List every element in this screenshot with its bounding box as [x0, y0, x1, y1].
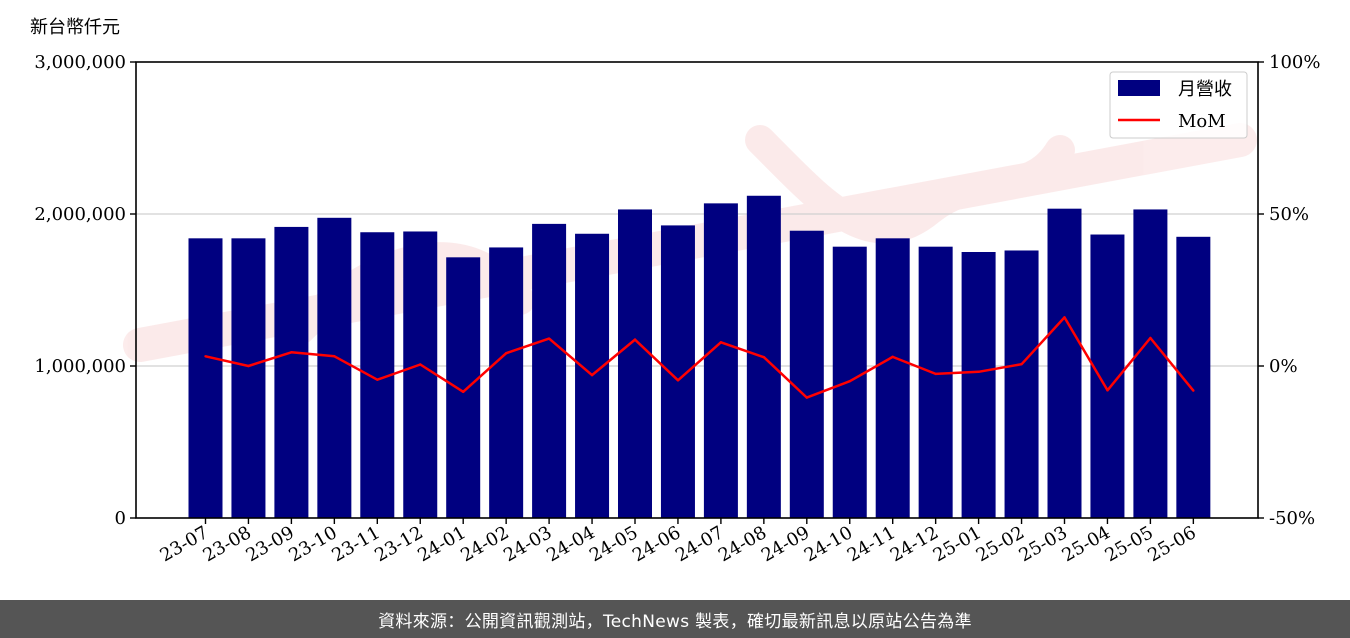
- revenue-bar: [961, 252, 996, 518]
- legend-bar-swatch: [1118, 80, 1160, 96]
- mom-point: [547, 337, 551, 340]
- mom-point: [504, 352, 508, 355]
- mom-point: [676, 379, 680, 382]
- x-tick-label: 25-02: [973, 522, 1028, 566]
- revenue-chart: 新台幣仟元 0 1,000,000 2,000,000 3,000,000 -50% 0…: [30, 17, 1320, 566]
- mom-point: [462, 390, 465, 394]
- legend-line-label: MoM: [1178, 111, 1226, 132]
- right-y-axis: -50% 0% 50% 100%: [1258, 52, 1320, 529]
- mom-point: [333, 355, 336, 358]
- revenue-bar: [317, 217, 352, 519]
- revenue-bar: [918, 246, 953, 518]
- x-tick-label: 25-04: [1059, 522, 1114, 566]
- mom-point: [1106, 389, 1109, 392]
- plot-frame: [135, 61, 1259, 519]
- line-series: [204, 316, 1195, 399]
- x-tick-label: 23-11: [328, 522, 383, 566]
- x-tick-label: 24-01: [414, 522, 469, 566]
- x-tick-label: 25-05: [1101, 522, 1156, 566]
- right-tick-label: 100%: [1269, 52, 1320, 73]
- x-tick-label: 24-12: [887, 522, 942, 566]
- mom-point: [1149, 336, 1152, 340]
- mom-point: [1192, 389, 1195, 392]
- x-tick-label: 24-07: [672, 522, 727, 566]
- x-tick-label: 23-12: [371, 522, 426, 566]
- mom-point: [934, 372, 937, 376]
- left-tick-label: 3,000,000: [34, 52, 126, 73]
- revenue-bar: [231, 238, 266, 518]
- left-tick-label: 0: [115, 508, 126, 529]
- mom-point: [204, 355, 207, 358]
- right-tick-label: -50%: [1269, 508, 1315, 529]
- revenue-bar: [274, 226, 309, 519]
- x-tick-label: 23-09: [242, 522, 297, 566]
- mom-line: [205, 316, 1195, 399]
- mom-point: [1063, 316, 1066, 319]
- x-tick-label: 24-03: [500, 522, 555, 566]
- mom-point: [419, 363, 422, 366]
- left-y-axis: 0 1,000,000 2,000,000 3,000,000: [34, 52, 136, 529]
- revenue-bar: [789, 230, 824, 518]
- mom-point: [290, 351, 293, 354]
- revenue-bar: [1047, 208, 1082, 518]
- mom-point: [762, 355, 766, 359]
- mom-point: [805, 396, 808, 399]
- x-tick-label: 24-02: [457, 522, 512, 566]
- x-tick-label: 24-05: [586, 522, 641, 566]
- source-footer: 資料來源：公開資訊觀測站，TechNews 製表，確切最新訊息以原站公告為準: [0, 600, 1350, 638]
- mom-point: [247, 364, 250, 368]
- revenue-bar: [660, 225, 695, 518]
- source-text: 資料來源：公開資訊觀測站，TechNews 製表，確切最新訊息以原站公告為準: [378, 611, 972, 632]
- mom-point: [376, 378, 379, 381]
- revenue-bar: [188, 238, 223, 518]
- revenue-bar: [1133, 209, 1168, 518]
- mom-point: [1020, 362, 1023, 366]
- revenue-bar: [875, 238, 910, 518]
- mom-point: [977, 370, 980, 373]
- revenue-bar: [618, 209, 652, 518]
- x-axis: 23-0723-0823-0923-1023-1123-1224-0124-02…: [157, 518, 1200, 566]
- revenue-bar: [489, 247, 524, 518]
- mom-point: [633, 338, 637, 341]
- revenue-bar: [703, 203, 738, 519]
- mom-point: [891, 355, 894, 359]
- mom-point: [590, 373, 594, 377]
- revenue-bar: [1004, 250, 1039, 519]
- mom-point: [848, 380, 851, 383]
- left-tick-label: 2,000,000: [34, 204, 126, 225]
- mom-point: [719, 341, 723, 344]
- x-tick-label: 24-06: [629, 522, 684, 566]
- x-tick-label: 23-08: [200, 522, 255, 566]
- revenue-bar: [403, 231, 438, 519]
- right-tick-label: 0%: [1269, 356, 1298, 377]
- right-tick-label: 50%: [1269, 204, 1309, 225]
- x-tick-label: 23-10: [285, 522, 340, 566]
- revenue-bar: [446, 257, 481, 518]
- x-tick-label: 25-03: [1016, 522, 1071, 566]
- x-tick-label: 23-07: [157, 522, 212, 566]
- x-tick-label: 25-01: [930, 522, 985, 566]
- x-tick-label: 24-11: [844, 522, 899, 566]
- revenue-bar: [532, 223, 567, 518]
- x-tick-label: 24-08: [715, 522, 770, 566]
- y-axis-unit-label: 新台幣仟元: [30, 17, 120, 38]
- x-tick-label: 25-06: [1144, 522, 1199, 566]
- left-tick-label: 1,000,000: [34, 356, 126, 377]
- legend-bar-label: 月營收: [1178, 79, 1232, 100]
- x-tick-label: 24-10: [801, 522, 856, 566]
- x-tick-label: 24-04: [543, 522, 598, 566]
- legend: 月營收 MoM: [1109, 71, 1248, 139]
- x-tick-label: 24-09: [758, 522, 813, 566]
